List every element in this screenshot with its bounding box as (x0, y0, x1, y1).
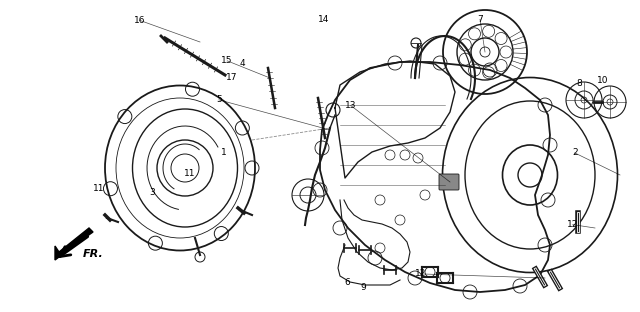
Text: 8: 8 (577, 79, 582, 88)
Text: 6: 6 (344, 278, 349, 287)
Text: 12: 12 (415, 270, 427, 278)
FancyBboxPatch shape (439, 174, 459, 190)
Text: FR.: FR. (83, 249, 104, 259)
Text: 15: 15 (221, 56, 233, 65)
Text: 16: 16 (134, 16, 145, 25)
Text: 3: 3 (150, 188, 155, 197)
Text: 12: 12 (567, 220, 579, 229)
Text: 5: 5 (216, 95, 221, 104)
Polygon shape (55, 228, 93, 260)
Text: 14: 14 (317, 15, 329, 24)
Text: 13: 13 (345, 101, 356, 110)
Text: 11: 11 (93, 184, 105, 193)
Text: 4: 4 (239, 60, 244, 68)
Text: 17: 17 (226, 73, 237, 82)
Text: 11: 11 (184, 169, 195, 178)
Text: 7: 7 (477, 15, 483, 24)
Text: 10: 10 (597, 76, 609, 85)
Text: 9: 9 (361, 283, 366, 291)
Text: 1: 1 (221, 149, 227, 157)
Text: 2: 2 (572, 149, 577, 157)
